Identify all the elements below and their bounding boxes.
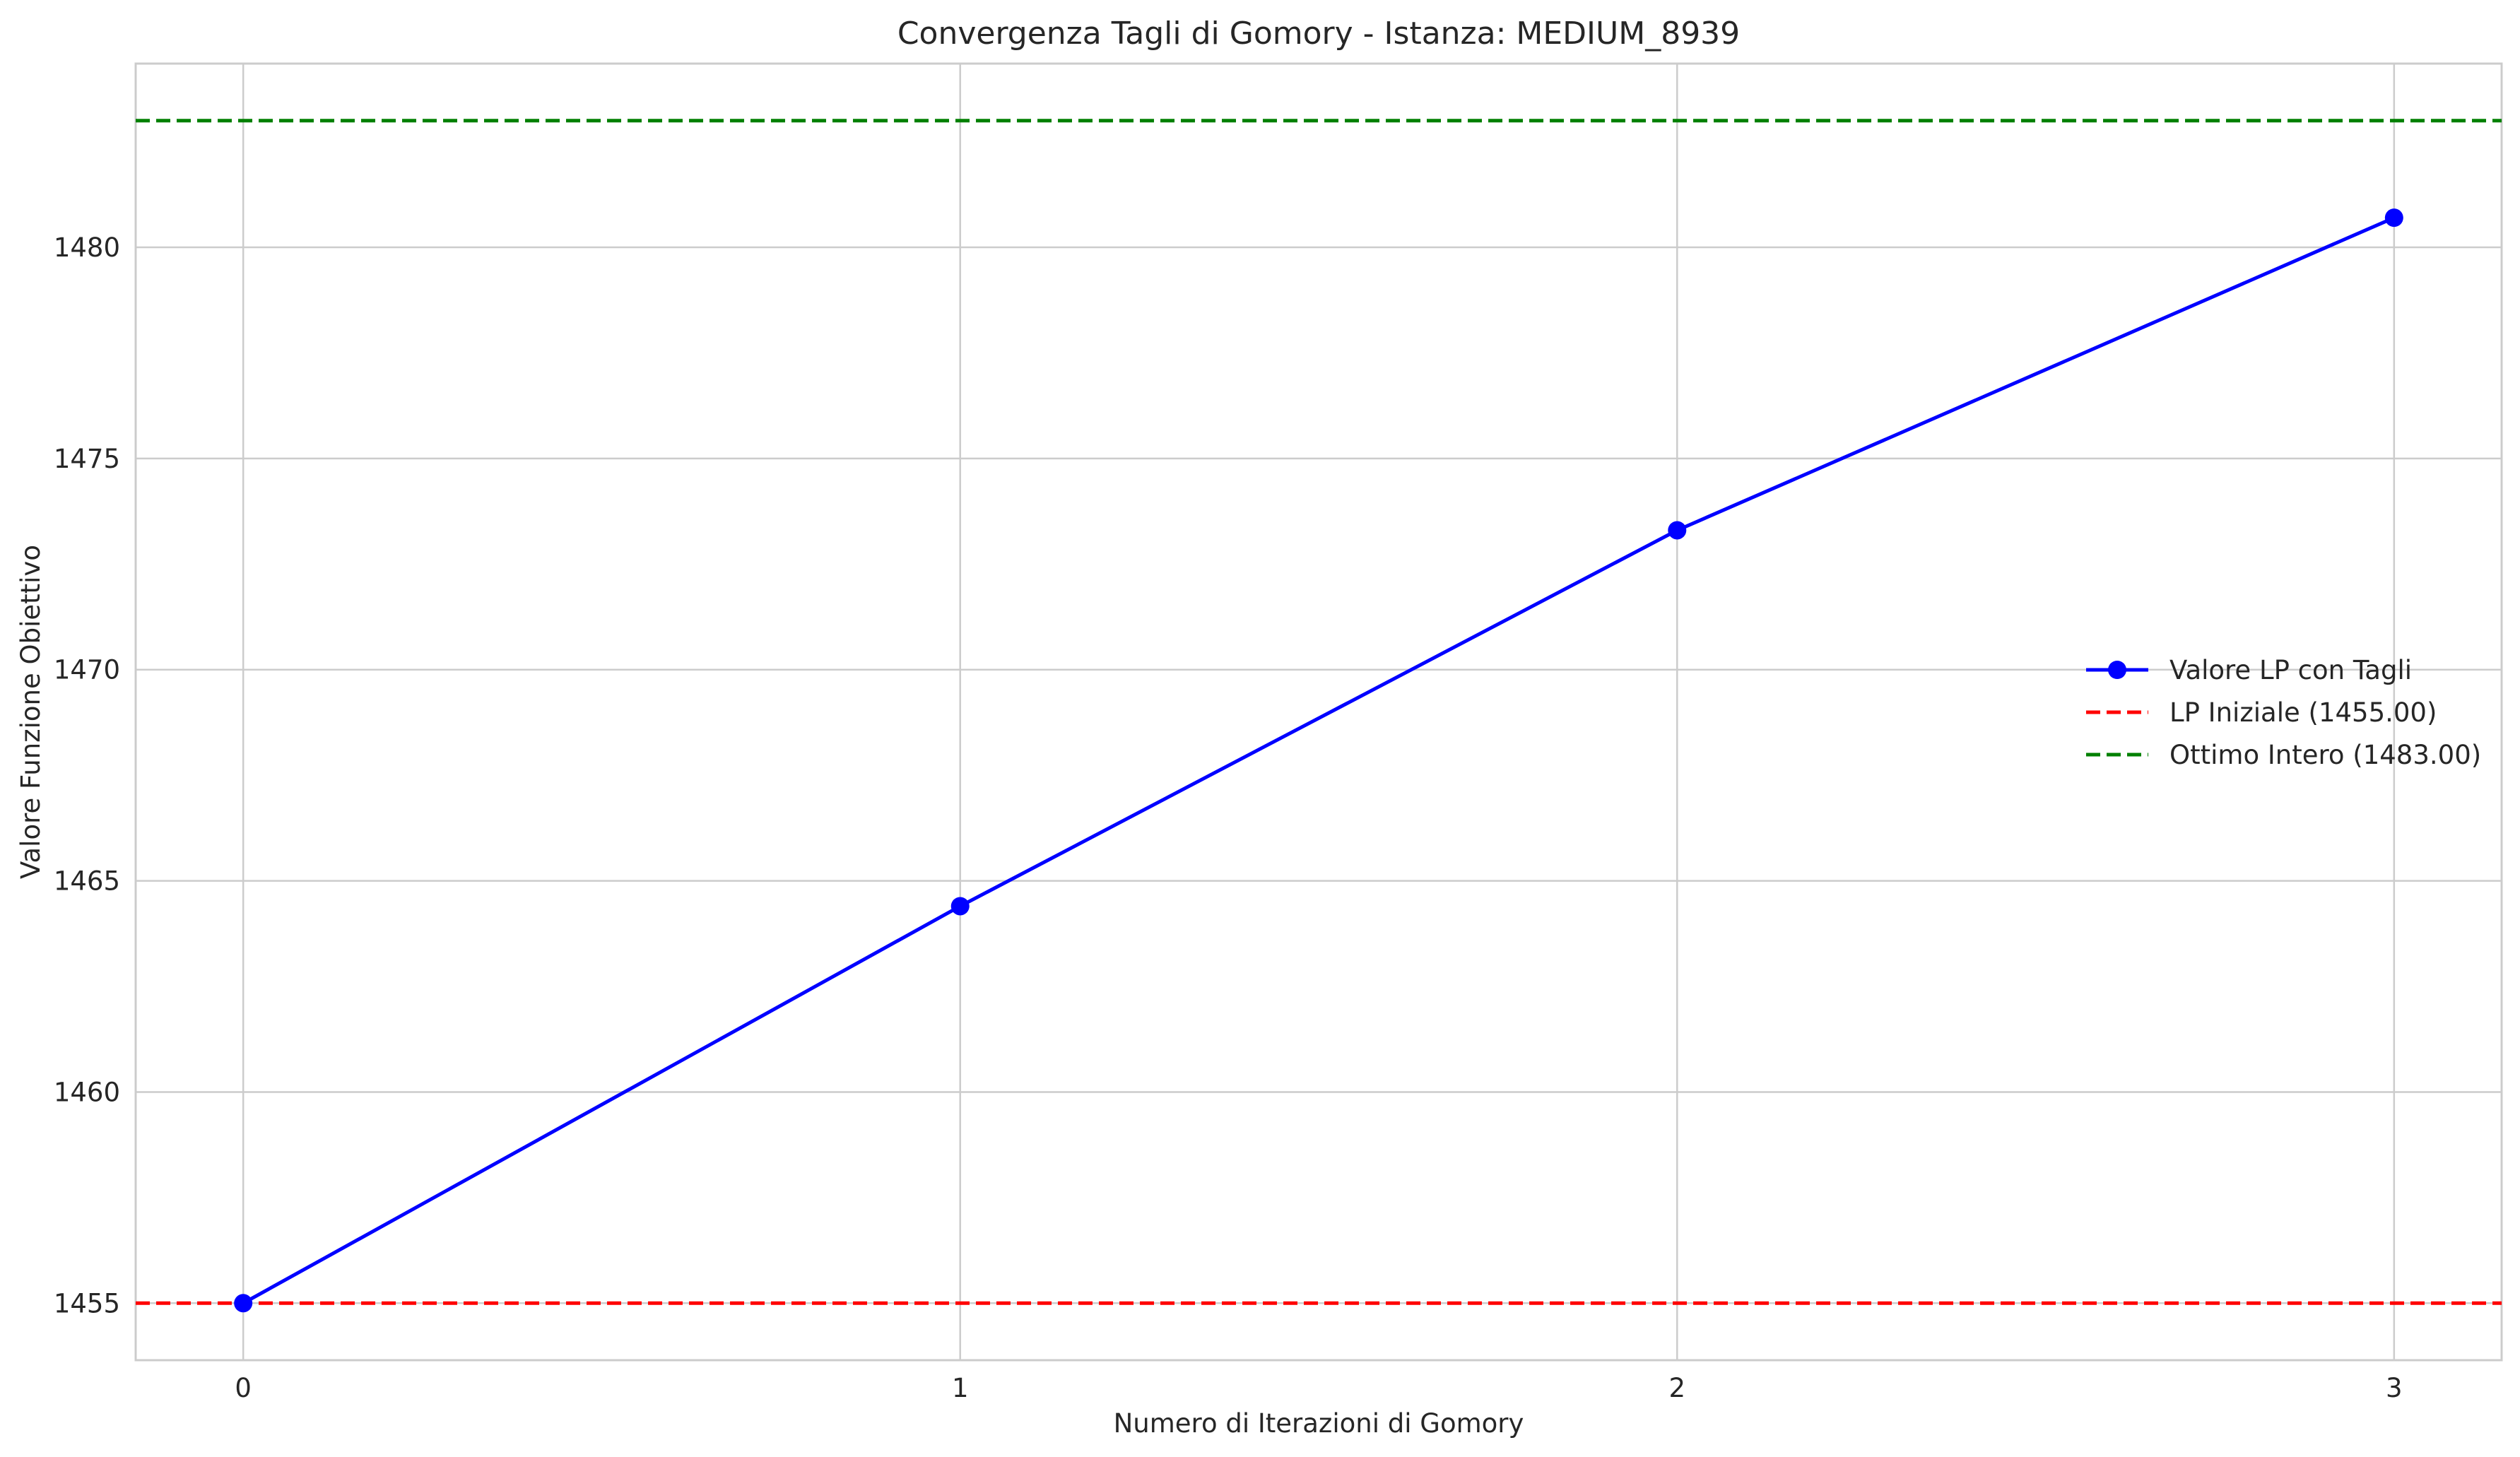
line-layer xyxy=(136,119,2502,1313)
legend-marker xyxy=(2108,661,2126,679)
data-point xyxy=(1668,521,1687,540)
y-tick-label: 1465 xyxy=(54,866,120,897)
legend-label: Valore LP con Tagli xyxy=(2169,655,2412,685)
legend: Valore LP con Tagli LP Iniziale (1455.00)… xyxy=(2086,655,2481,770)
legend-label: LP Iniziale (1455.00) xyxy=(2169,697,2437,728)
y-axis-label: Valore Funzione Obiettivo xyxy=(16,545,46,879)
x-tick-label: 0 xyxy=(235,1373,252,1403)
data-point xyxy=(950,897,970,916)
y-tick-label: 1475 xyxy=(54,444,120,474)
y-tick-label: 1455 xyxy=(54,1288,120,1319)
data-point xyxy=(2384,208,2403,228)
y-tick-label: 1480 xyxy=(54,232,120,263)
series-line-0 xyxy=(242,216,2395,1305)
x-axis-label: Numero di Iterazioni di Gomory xyxy=(1114,1408,1524,1439)
plot-frame xyxy=(134,62,2503,1362)
chart-title: Convergenza Tagli di Gomory - Istanza: M… xyxy=(897,16,1740,52)
y-tick-label: 1460 xyxy=(54,1077,120,1107)
legend-label: Ottimo Intero (1483.00) xyxy=(2169,740,2481,770)
y-tick-label: 1470 xyxy=(54,655,120,685)
x-tick-label: 2 xyxy=(1668,1373,1685,1403)
data-point xyxy=(234,1294,253,1313)
x-tick-label: 3 xyxy=(2386,1373,2403,1403)
tick-labels: 0 1 2 3 1455 1460 1465 1470 1475 1480 xyxy=(54,232,2403,1403)
x-tick-label: 1 xyxy=(952,1373,969,1403)
